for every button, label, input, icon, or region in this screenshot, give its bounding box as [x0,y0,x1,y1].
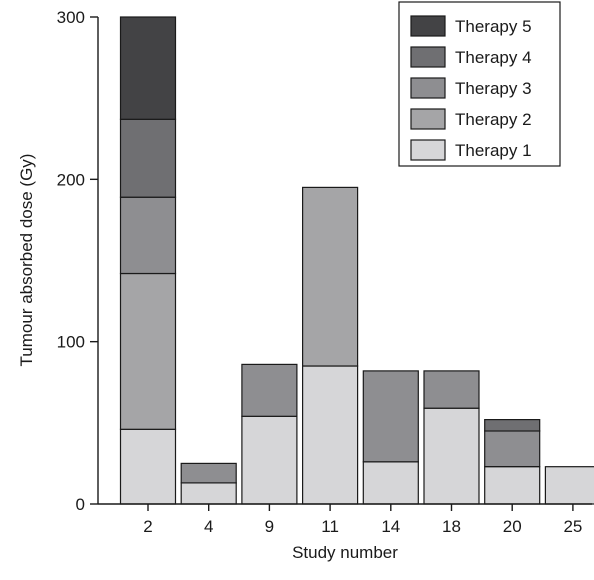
legend-label-therapy-2: Therapy 2 [455,110,532,129]
bar-segment-study-20-therapy-4 [485,420,540,431]
bar-segment-study-14-therapy-3 [363,371,418,462]
bar-segment-study-2-therapy-1 [121,429,176,504]
legend-label-therapy-1: Therapy 1 [455,141,532,160]
bar-segment-study-9-therapy-3 [242,364,297,416]
y-tick-label-0: 0 [76,495,85,514]
bar-segment-study-11-therapy-2 [303,187,358,366]
y-axis-title: Tumour absorbed dose (Gy) [17,154,36,367]
bar-segment-study-11-therapy-1 [303,366,358,504]
legend: Therapy 5 Therapy 4 Therapy 3 Therapy 2 Ther… [399,2,560,166]
x-tick-label-2: 2 [143,517,152,536]
y-tick-label-200: 200 [57,170,85,189]
bar-segment-study-4-therapy-1 [181,483,236,504]
x-axis-title: Study number [292,543,398,562]
bar-segment-study-2-therapy-3 [121,197,176,273]
bar-segment-study-20-therapy-1 [485,467,540,504]
bar-segment-study-18-therapy-1 [424,408,479,504]
legend-label-therapy-5: Therapy 5 [455,17,532,36]
bar-segment-study-14-therapy-1 [363,462,418,504]
y-tick-label-100: 100 [57,333,85,352]
legend-swatch-therapy-2 [411,109,445,129]
bar-segment-study-4-therapy-3 [181,463,236,483]
legend-swatch-therapy-3 [411,78,445,98]
legend-swatch-therapy-4 [411,47,445,67]
x-tick-label-20: 20 [503,517,522,536]
x-tick-label-4: 4 [204,517,213,536]
bar-segment-study-2-therapy-2 [121,274,176,430]
y-tick-label-300: 300 [57,8,85,27]
legend-swatch-therapy-1 [411,140,445,160]
legend-label-therapy-3: Therapy 3 [455,79,532,98]
bar-segment-study-2-therapy-5 [121,17,176,119]
legend-label-therapy-4: Therapy 4 [455,48,532,67]
bar-segment-study-18-therapy-3 [424,371,479,408]
x-tick-label-9: 9 [265,517,274,536]
x-tick-label-18: 18 [442,517,461,536]
bar-segment-study-25-therapy-1 [545,467,594,504]
bar-segment-study-2-therapy-4 [121,119,176,197]
x-tick-label-14: 14 [381,517,400,536]
x-tick-label-11: 11 [321,517,339,536]
legend-swatch-therapy-5 [411,16,445,36]
bar-segment-study-20-therapy-3 [485,431,540,467]
bar-segment-study-9-therapy-1 [242,416,297,504]
x-tick-label-25: 25 [563,517,582,536]
